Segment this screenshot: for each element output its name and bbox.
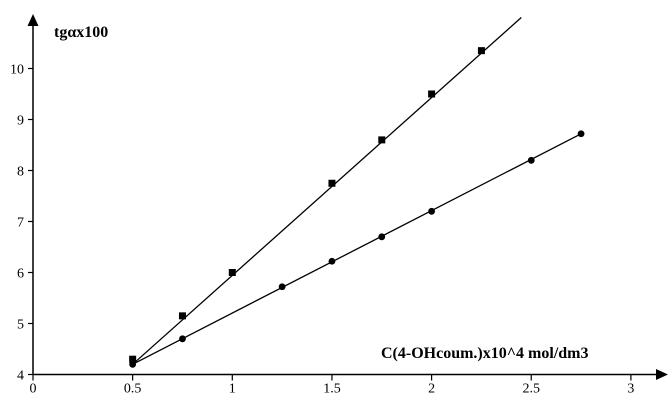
- series-2-circle-point: [129, 360, 137, 368]
- series-1-square-point: [378, 136, 386, 144]
- series-2-circle-point: [428, 207, 435, 215]
- y-axis-title: tgαx100: [54, 24, 108, 41]
- series-1-square-point: [129, 355, 137, 363]
- y-tick-label: 6: [17, 267, 24, 282]
- series-1-square-point: [477, 47, 485, 55]
- y-tick-label: 7: [17, 216, 24, 231]
- series-2-circle-point: [328, 257, 336, 265]
- x-tick-label: 0.5: [124, 382, 142, 394]
- x-tick-label: 0: [30, 382, 37, 394]
- data-markers: [129, 47, 585, 368]
- x-tick-label: 1.5: [323, 382, 341, 394]
- y-tick-label: 4: [17, 369, 24, 384]
- series-2-circle-point: [179, 335, 186, 343]
- series-1-square-point: [328, 179, 336, 187]
- fit-lines: [132, 17, 582, 365]
- series-1-fit-line: [132, 17, 522, 365]
- series-2-fit-line: [132, 133, 582, 365]
- y-tick-label: 10: [10, 63, 24, 78]
- y-axis-arrow: [27, 14, 39, 26]
- x-ticks: 0 0.5 1 1.5 2 2.5 3: [30, 374, 634, 394]
- series-1-square-point: [428, 90, 436, 98]
- series-2-circle-point: [577, 130, 585, 138]
- x-tick-label: 2.5: [523, 382, 541, 394]
- series-2-circle-point: [527, 156, 535, 164]
- x-axis-arrow: [656, 369, 668, 380]
- axes: [27, 14, 668, 380]
- series-2-circle-point: [378, 233, 386, 241]
- y-tick-label: 5: [17, 318, 24, 333]
- series-1-square-point: [178, 312, 186, 320]
- x-axis-title: C(4-OHcoum.)x10^4 mol/dm3: [381, 345, 589, 362]
- x-tick-label: 1: [229, 382, 236, 394]
- y-tick-label: 9: [17, 114, 24, 129]
- y-tick-label: 8: [17, 165, 24, 180]
- series-2-circle-point: [278, 283, 286, 291]
- y-ticks: 4 5 6 7 8 9 10: [10, 63, 33, 384]
- series-1-square-point: [228, 269, 236, 276]
- x-tick-label: 3: [627, 382, 634, 394]
- x-tick-label: 2: [428, 382, 435, 394]
